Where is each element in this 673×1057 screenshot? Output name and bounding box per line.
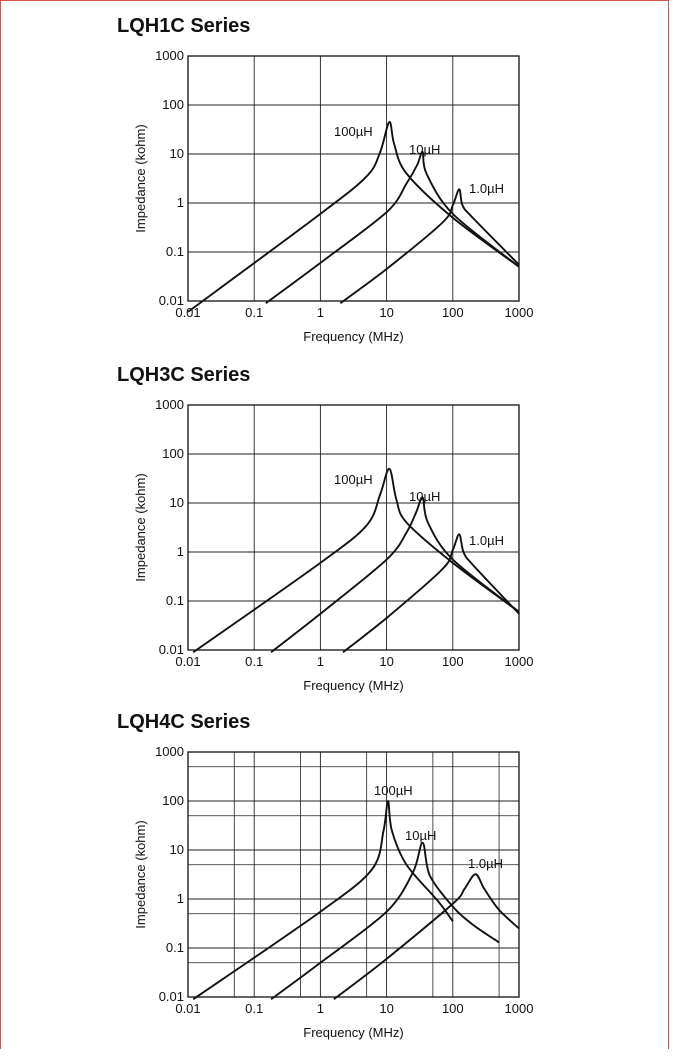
chart-panel-lqh4c: LQH4C Series 0.01 0.1 1 10 100 1000 1000 100 10 1… [1, 711, 670, 1057]
y-axis-label: Impedance (kohm) [133, 473, 148, 581]
series-line [192, 467, 520, 654]
series-label: 1.0µH [469, 181, 504, 196]
y-tick-label: 10 [170, 495, 184, 510]
series-label: 10µH [405, 828, 436, 843]
y-tick-label: 1000 [155, 744, 184, 759]
x-tick-label: 1 [317, 654, 324, 669]
series-label-part: 1.0 [469, 533, 487, 548]
x-axis-label: Frequency (MHz) [303, 1025, 403, 1040]
series-label-part: 100 [334, 124, 356, 139]
series-label-part: µH [423, 489, 440, 504]
x-tick-label: 1000 [505, 654, 534, 669]
chart-panel-lqh3c: LQH3C Series 0.01 0.1 1 10 100 1000 1000 100 10 1… [1, 364, 670, 710]
x-tick-label: 0.1 [245, 305, 263, 320]
y-tick-label: 0.1 [166, 593, 184, 608]
series-label-part: µH [419, 828, 436, 843]
x-tick-label: 1 [317, 1001, 324, 1016]
y-tick-label: 0.01 [159, 642, 184, 657]
y-tick-label: 1 [177, 195, 184, 210]
y-tick-label: 1000 [155, 48, 184, 63]
grid [187, 55, 520, 302]
series-label-part: 100 [374, 783, 396, 798]
y-tick-label: 100 [162, 446, 184, 461]
x-tick-label: 1 [317, 305, 324, 320]
y-tick-label: 0.1 [166, 940, 184, 955]
series-label-part: µH [423, 142, 440, 157]
series-line [270, 841, 500, 1001]
series-label: 1.0µH [468, 856, 503, 871]
x-tick-label: 10 [379, 305, 393, 320]
chart-title: LQH3C Series [117, 364, 251, 386]
x-tick-label: 1000 [505, 1001, 534, 1016]
impedance-chart: 0.01 0.1 1 10 100 1000 1000 100 10 1 0.1 0.01 Freque… [133, 744, 534, 1040]
series-label-part: µH [396, 783, 413, 798]
y-tick-label: 10 [170, 842, 184, 857]
y-tick-label: 100 [162, 97, 184, 112]
y-tick-label: 100 [162, 793, 184, 808]
x-tick-label: 100 [442, 654, 464, 669]
x-axis-label: Frequency (MHz) [303, 329, 403, 344]
series-label: 10µH [409, 142, 440, 157]
x-tick-label: 100 [442, 1001, 464, 1016]
y-tick-label: 1 [177, 544, 184, 559]
y-tick-label: 1 [177, 891, 184, 906]
series-label-part: µH [486, 856, 503, 871]
series-label-part: µH [487, 181, 504, 196]
y-tick-label: 10 [170, 146, 184, 161]
series-label: 100µH [334, 124, 373, 139]
chart-title: LQH4C Series [117, 711, 251, 733]
series-line [339, 188, 520, 305]
series-label: 100µH [334, 472, 373, 487]
chart-title: LQH1C Series [117, 15, 251, 37]
series-label-part: µH [356, 124, 373, 139]
x-tick-label: 0.1 [245, 654, 263, 669]
x-tick-label: 10 [379, 1001, 393, 1016]
series-label: 1.0µH [469, 533, 504, 548]
series-label-part: 10 [409, 142, 423, 157]
series-label-part: 10 [409, 489, 423, 504]
impedance-chart: 0.01 0.1 1 10 100 1000 1000 100 10 1 0.1 0.01 Freque… [133, 397, 534, 693]
plot-frame [187, 404, 520, 651]
plot-frame [187, 751, 520, 998]
grid [187, 404, 520, 651]
series-label: 10µH [409, 489, 440, 504]
grid [187, 751, 520, 998]
x-tick-label: 0.01 [175, 305, 200, 320]
series-label-part: 1.0 [468, 856, 486, 871]
x-axis-label: Frequency (MHz) [303, 678, 403, 693]
series-line [265, 150, 520, 305]
series-label: 100µH [374, 783, 413, 798]
impedance-chart: 0.01 0.1 1 10 100 1000 1000 100 10 1 0.1 0.01 Freque… [133, 48, 534, 344]
y-axis-label: Impedance (kohm) [133, 124, 148, 232]
x-tick-label: 1000 [505, 305, 534, 320]
chart-panel-lqh1c: LQH1C Series 0.01 0.1 1 10 100 1000 1000 100 10 1… [1, 15, 670, 361]
series-line [270, 496, 520, 653]
series-line [342, 533, 520, 653]
plot-frame [187, 55, 520, 302]
x-tick-label: 100 [442, 305, 464, 320]
series-line [192, 800, 454, 1001]
y-tick-label: 1000 [155, 397, 184, 412]
y-tick-label: 0.01 [159, 293, 184, 308]
series-label-part: 1.0 [469, 181, 487, 196]
y-tick-label: 0.1 [166, 244, 184, 259]
y-tick-label: 0.01 [159, 989, 184, 1004]
y-axis-label: Impedance (kohm) [133, 820, 148, 928]
series-line [187, 121, 520, 313]
x-tick-label: 0.01 [175, 1001, 200, 1016]
x-tick-label: 10 [379, 654, 393, 669]
series-label-part: µH [356, 472, 373, 487]
series-label-part: 10 [405, 828, 419, 843]
series-line [333, 873, 520, 1000]
x-tick-label: 0.01 [175, 654, 200, 669]
x-tick-label: 0.1 [245, 1001, 263, 1016]
series-label-part: µH [487, 533, 504, 548]
series-label-part: 100 [334, 472, 356, 487]
